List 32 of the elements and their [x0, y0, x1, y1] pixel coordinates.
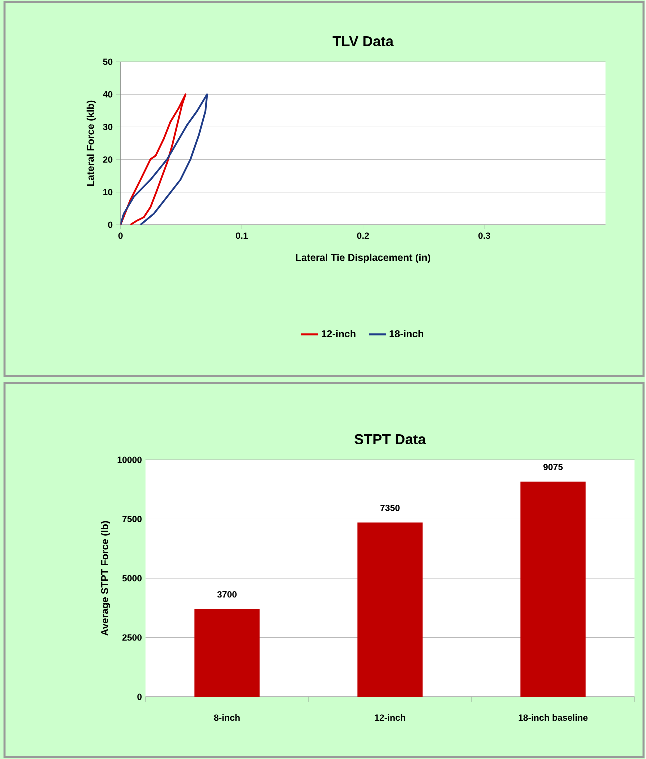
y-tick-label: 7500: [122, 516, 142, 522]
chart-title: STPT Data: [354, 434, 426, 445]
y-axis-title: Average STPT Force (lb): [101, 521, 111, 636]
legend-label: 18-inch: [390, 330, 424, 338]
x-tick-label: 0.1: [236, 232, 248, 240]
y-tick-label: 20: [103, 156, 113, 163]
y-tick-label: 50: [103, 58, 113, 66]
data-label: 3700: [218, 591, 237, 598]
y-tick-label: 30: [103, 124, 113, 130]
y-tick-label: 0: [138, 694, 142, 700]
x-tick-label: 0.3: [478, 232, 491, 240]
y-tick-label: 10: [104, 189, 113, 196]
bar: [358, 522, 423, 697]
y-tick-label: 2500: [122, 634, 142, 641]
line-series: [120, 94, 187, 225]
line-series: [120, 94, 208, 225]
x-tick-label: 18-inch baseline: [519, 714, 588, 722]
x-tick-label: 0.2: [358, 232, 370, 240]
data-label: 7350: [380, 504, 400, 512]
legend-label: 12-inch: [322, 330, 356, 338]
bar: [520, 482, 586, 697]
y-tick-label: 40: [103, 91, 113, 98]
y-tick-label: 0: [108, 222, 113, 228]
x-axis-title: Lateral Tie Displacement (in): [296, 254, 431, 264]
x-tick-label: 8-inch: [214, 714, 240, 722]
y-axis-title: Lateral Force (klb): [87, 100, 96, 186]
x-tick-label: 12-inch: [375, 714, 406, 722]
data-label: 9075: [544, 464, 564, 470]
y-tick-label: 10000: [118, 456, 142, 464]
chart-title: TLV Data: [332, 36, 394, 47]
bar: [194, 609, 260, 697]
y-tick-label: 5000: [122, 575, 142, 582]
